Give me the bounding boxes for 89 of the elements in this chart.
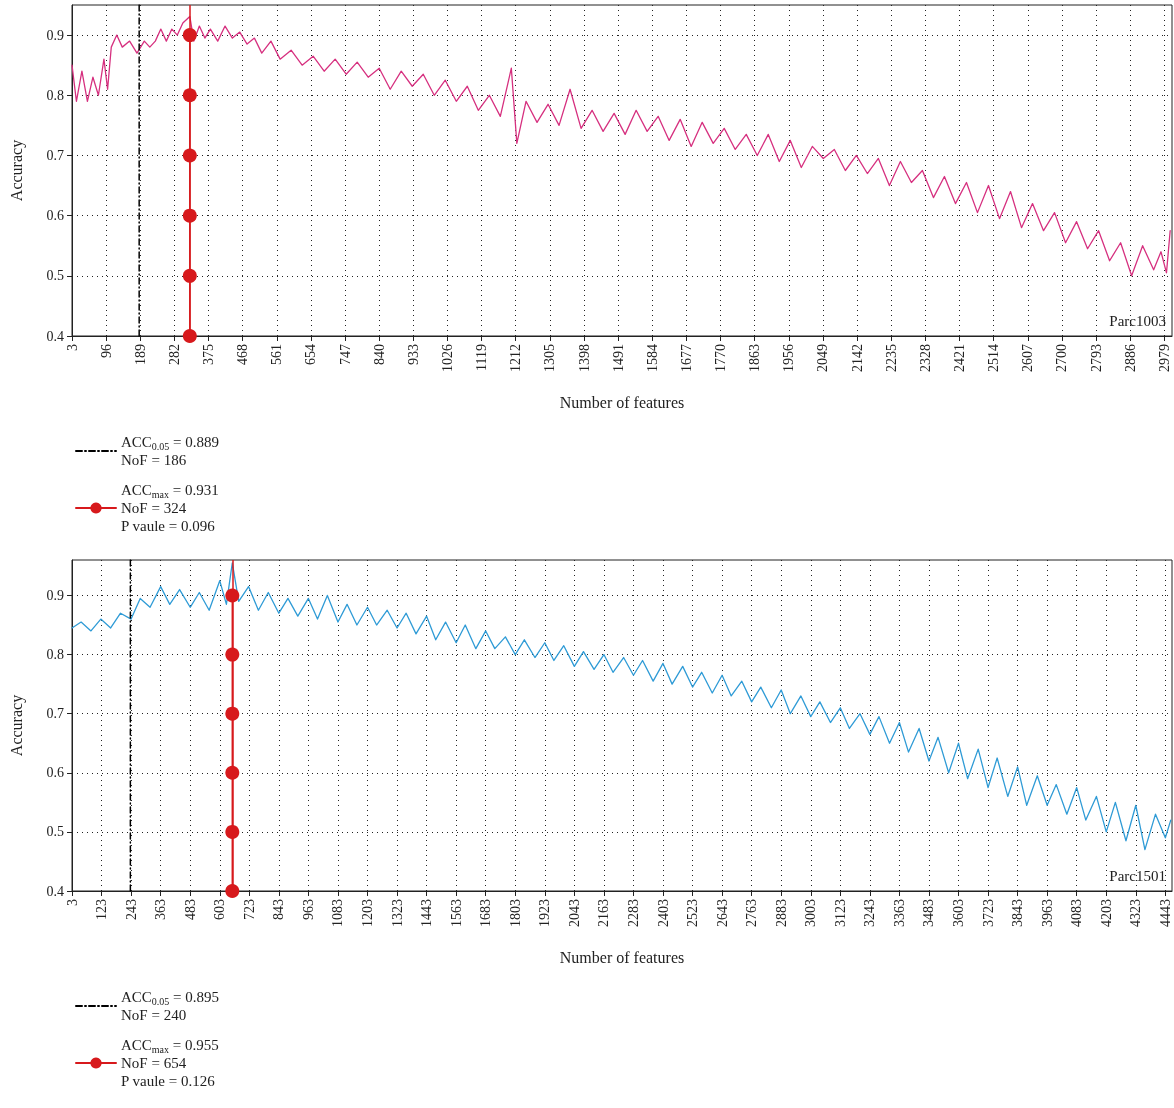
x-tick-label: 747	[337, 344, 353, 365]
x-tick-label: 2607	[1020, 344, 1036, 372]
x-tick-label: 933	[405, 344, 421, 365]
x-tick-label: 2763	[744, 899, 760, 927]
x-tick-label: 4083	[1069, 899, 1085, 927]
x-tick-label: 1677	[678, 344, 694, 372]
x-tick-label: 654	[303, 344, 319, 365]
x-tick-label: 1212	[508, 344, 524, 372]
x-tick-label: 603	[212, 899, 228, 920]
x-tick-label: 1083	[330, 899, 346, 927]
x-tick-label: 723	[241, 899, 257, 920]
x-tick-label: 3	[64, 899, 80, 906]
x-tick-label: 2523	[685, 899, 701, 927]
x-tick-label: 1026	[439, 344, 455, 372]
y-tick-label: 0.4	[46, 328, 64, 344]
y-tick-label: 0.5	[46, 824, 64, 840]
y-tick-label: 0.7	[46, 706, 64, 722]
y-tick-label: 0.8	[46, 87, 64, 103]
x-tick-label: 840	[371, 344, 387, 365]
x-tick-label: 4443	[1157, 899, 1173, 927]
x-tick-label: 1863	[747, 344, 763, 372]
x-tick-label: 4323	[1128, 899, 1144, 927]
x-tick-label: 1305	[542, 344, 558, 372]
x-tick-label: 3	[64, 344, 80, 351]
x-tick-label: 3843	[1010, 899, 1026, 927]
y-tick-label: 0.4	[46, 883, 64, 899]
x-tick-label: 1563	[448, 899, 464, 927]
x-tick-label: 2421	[951, 344, 967, 372]
x-tick-label: 3483	[921, 899, 937, 927]
x-tick-label: 2283	[625, 899, 641, 927]
x-tick-label: 96	[98, 344, 114, 358]
x-tick-label: 3003	[803, 899, 819, 927]
y-tick-label: 0.9	[46, 27, 64, 43]
x-tick-label: 282	[166, 344, 182, 365]
x-tick-label: 2793	[1088, 344, 1104, 372]
x-tick-label: 1683	[478, 899, 494, 927]
x-tick-label: 1584	[644, 344, 660, 372]
x-tick-label: 3123	[832, 899, 848, 927]
y-tick-label: 0.7	[46, 147, 64, 163]
x-tick-label: 375	[201, 344, 217, 365]
x-tick-label: 1443	[419, 899, 435, 927]
x-tick-label: 2886	[1122, 344, 1138, 372]
x-tick-label: 1203	[360, 899, 375, 927]
x-tick-label: 1491	[610, 344, 626, 372]
x-tick-label: 3963	[1039, 899, 1055, 927]
x-tick-label: 4203	[1098, 899, 1114, 927]
x-tick-label: 1956	[781, 344, 797, 372]
x-tick-label: 243	[123, 899, 139, 920]
x-tick-label: 2643	[714, 899, 730, 927]
y-tick-label: 0.8	[46, 647, 64, 663]
x-tick-label: 3363	[891, 899, 907, 927]
x-tick-label: 963	[300, 899, 316, 920]
x-tick-label: 2142	[849, 344, 865, 372]
x-tick-label: 2043	[566, 899, 582, 927]
annotation: Parc1501	[1109, 867, 1166, 884]
x-tick-label: 483	[182, 899, 198, 920]
x-tick-label: 2049	[815, 344, 831, 372]
x-tick-label: 3723	[980, 899, 996, 927]
x-tick-label: 843	[271, 899, 287, 920]
y-axis-title: Accuracy	[7, 139, 26, 202]
x-tick-label: 1770	[713, 344, 729, 372]
x-axis-title: Number of features	[559, 948, 685, 966]
x-tick-label: 1923	[537, 899, 553, 927]
x-tick-label: 1398	[576, 344, 592, 372]
y-tick-label: 0.5	[46, 268, 64, 284]
x-tick-label: 1803	[507, 899, 523, 927]
x-tick-label: 2403	[655, 899, 671, 927]
x-tick-label: 468	[235, 344, 251, 365]
x-tick-label: 1119	[474, 344, 490, 371]
x-tick-label: 2163	[596, 899, 612, 927]
x-tick-label: 3243	[862, 899, 878, 927]
y-tick-label: 0.6	[46, 765, 64, 781]
y-axis-title: Accuracy	[7, 694, 26, 757]
x-tick-label: 561	[269, 344, 285, 365]
x-axis-title: Number of features	[559, 393, 685, 411]
x-tick-label: 189	[132, 344, 148, 365]
x-tick-label: 3603	[951, 899, 966, 927]
x-tick-label: 1323	[389, 899, 405, 927]
x-tick-label: 2979	[1156, 344, 1172, 372]
y-tick-label: 0.6	[46, 208, 64, 224]
x-tick-label: 123	[94, 899, 110, 920]
y-tick-label: 0.9	[46, 587, 64, 603]
x-tick-label: 2700	[1054, 344, 1070, 372]
x-tick-label: 2328	[917, 344, 933, 372]
x-tick-label: 2235	[883, 344, 899, 372]
x-tick-label: 2514	[986, 344, 1002, 372]
x-tick-label: 2883	[773, 899, 789, 927]
x-tick-label: 363	[153, 899, 169, 920]
annotation: Parc1003	[1109, 312, 1166, 329]
